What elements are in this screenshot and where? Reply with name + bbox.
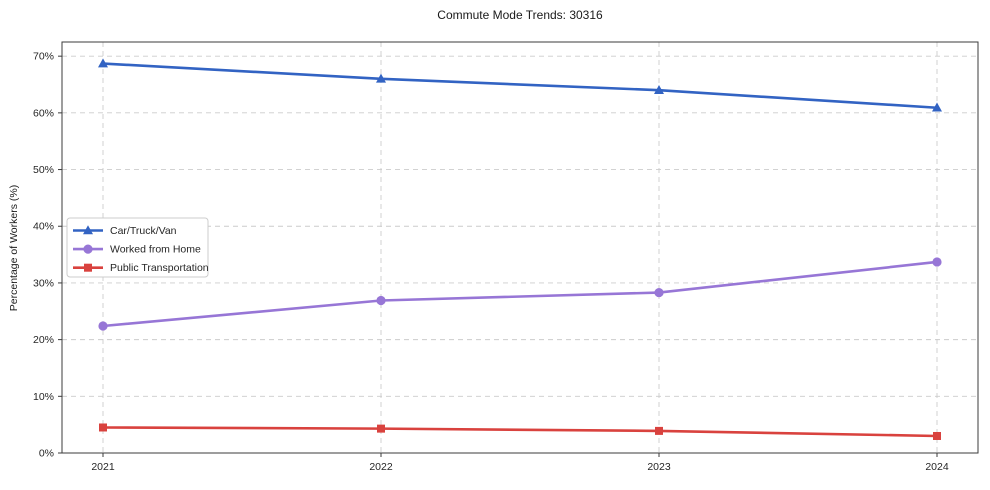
- circle-marker: [932, 257, 942, 267]
- gridlines: [62, 42, 978, 454]
- triangle-marker: [83, 225, 93, 235]
- legend-label: Worked from Home: [110, 244, 201, 256]
- legend-item-car-truck-van: Car/Truck/Van: [73, 225, 177, 237]
- circle-marker: [83, 244, 93, 254]
- axis-tick-labels: 0% 10% 20% 30% 40% 50% 60% 70% 2021 2022 2023 2024: [33, 51, 949, 473]
- legend-label: Car/Truck/Van: [110, 225, 177, 237]
- y-tick-label: 70%: [33, 51, 54, 63]
- y-tick-label: 20%: [33, 334, 54, 346]
- legend-item-worked-from-home: Worked from Home: [73, 244, 201, 256]
- series-line: [101, 62, 939, 110]
- legend-box: [66, 217, 209, 278]
- y-tick-label: 60%: [33, 107, 54, 119]
- x-tick-label: 2021: [91, 461, 115, 473]
- triangle-marker: [932, 102, 942, 112]
- square-marker: [655, 426, 663, 435]
- series-worked-from-home: [98, 257, 942, 331]
- x-tick-label: 2022: [369, 461, 393, 473]
- circle-marker: [654, 287, 664, 298]
- series-line: [101, 260, 939, 328]
- triangle-marker: [376, 73, 386, 83]
- series-line: [101, 426, 939, 438]
- square-marker: [933, 431, 941, 440]
- square-marker: [99, 423, 107, 432]
- triangle-marker: [654, 84, 664, 94]
- x-tick-label: 2023: [647, 461, 671, 473]
- circle-marker: [98, 321, 108, 331]
- y-tick-label: 50%: [33, 164, 54, 176]
- axis-ticks: [58, 55, 938, 457]
- legend: Car/Truck/Van Worked from Home Public Tran…: [66, 217, 209, 278]
- x-tick-label: 2024: [925, 461, 949, 473]
- series-public-transportation: [99, 423, 941, 440]
- y-tick-label: 10%: [33, 391, 54, 403]
- series-car-truck-van: [98, 58, 942, 112]
- plot-background: [62, 42, 978, 453]
- legend-label: Public Transportation: [110, 262, 209, 274]
- y-tick-label: 30%: [33, 277, 54, 289]
- plot-frame: [61, 41, 979, 454]
- y-tick-label: 40%: [33, 221, 54, 233]
- chart-title: Commute Mode Trends: 30316: [437, 8, 603, 22]
- square-marker: [377, 424, 385, 433]
- y-axis-label: Percentage of Workers (%): [8, 184, 20, 312]
- y-tick-label: 0%: [39, 448, 54, 460]
- legend-item-public-transportation: Public Transportation: [73, 262, 209, 274]
- triangle-marker: [98, 58, 108, 68]
- square-marker: [84, 263, 92, 272]
- circle-marker: [376, 295, 386, 306]
